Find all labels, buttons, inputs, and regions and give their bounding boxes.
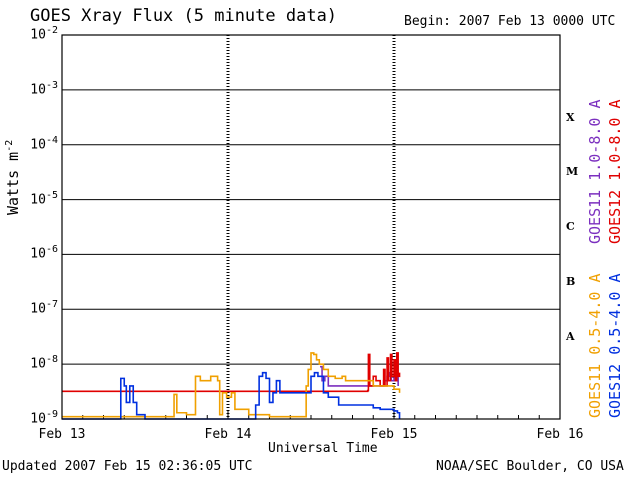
series-line-1	[62, 352, 401, 393]
chart-title: GOES Xray Flux (5 minute data)	[30, 6, 338, 26]
x-tick-label-2: Feb 15	[370, 427, 418, 442]
y-tick-label-6: 10-8	[30, 354, 58, 372]
flare-class-x: X	[566, 110, 575, 124]
y-tick-label-3: 10-5	[30, 189, 58, 207]
series-line-3	[62, 371, 401, 420]
y-tick-label-2: 10-4	[30, 134, 58, 153]
flare-class-c: C	[566, 220, 575, 234]
y-tick-label-5: 10-7	[30, 299, 58, 317]
y-tick-label-0: 10-2	[30, 25, 58, 43]
series-line-2	[62, 352, 401, 418]
flare-class-b: B	[566, 275, 576, 289]
y-tick-label-1: 10-3	[30, 79, 58, 98]
x-axis-label: Universal Time	[268, 441, 378, 456]
x-tick-label-3: Feb 16	[536, 427, 584, 442]
y-tick-label-7: 10-9	[30, 409, 58, 427]
updated-timestamp: Updated 2007 Feb 15 02:36:05 UTC	[2, 459, 253, 474]
y-axis-label: Watts m-2	[4, 139, 22, 215]
legend-goes12-long: GOES12 1.0-8.0 A	[606, 99, 624, 245]
legend-goes12-short: GOES12 0.5-4.0 A	[606, 273, 624, 419]
flare-class-a: A	[566, 329, 575, 343]
x-tick-label-0: Feb 13	[38, 427, 86, 442]
chart-series	[62, 352, 401, 420]
begin-time: Begin: 2007 Feb 13 0000 UTC	[404, 14, 616, 29]
flare-class-m: M	[566, 165, 579, 179]
x-tick-label-1: Feb 14	[204, 427, 252, 442]
plot-frame	[61, 34, 561, 420]
credit-label: NOAA/SEC Boulder, CO USA	[436, 459, 624, 474]
y-tick-label-4: 10-6	[30, 244, 58, 262]
legend-goes11-long: GOES11 1.0-8.0 A	[586, 99, 604, 245]
legend-goes11-short: GOES11 0.5-4.0 A	[586, 273, 604, 419]
